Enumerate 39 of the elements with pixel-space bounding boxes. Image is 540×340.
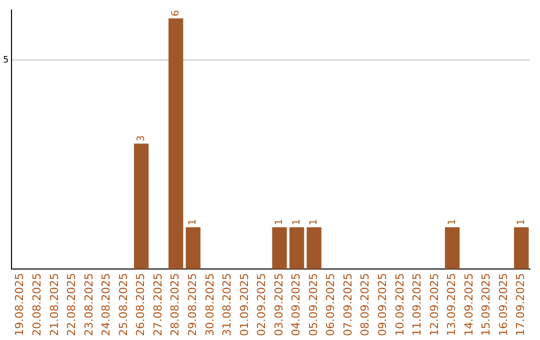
data-label: 1 bbox=[291, 218, 302, 226]
x-tick-label: 16.09.2025 bbox=[496, 273, 510, 336]
x-tick-label: 03.09.2025 bbox=[272, 273, 286, 336]
x-tick-label: 06.09.2025 bbox=[324, 273, 338, 336]
x-tick-label: 30.08.2025 bbox=[203, 273, 216, 336]
x-tick-label: 17.09.2025 bbox=[514, 273, 528, 336]
x-tick-label: 19.08.2025 bbox=[13, 273, 26, 336]
data-label: 1 bbox=[188, 218, 199, 226]
y-tick-label: 5 bbox=[2, 55, 9, 66]
x-tick-label: 09.09.2025 bbox=[376, 273, 390, 336]
x-tick-label: 21.08.2025 bbox=[48, 273, 61, 336]
x-tick-label: 29.08.2025 bbox=[186, 273, 199, 336]
x-tick-label: 24.08.2025 bbox=[100, 273, 113, 336]
x-tick-label: 08.09.2025 bbox=[358, 273, 372, 336]
data-label: 1 bbox=[446, 218, 458, 226]
x-tick-label: 12.09.2025 bbox=[428, 273, 441, 336]
data-label: 1 bbox=[516, 218, 527, 226]
x-tick-label: 22.08.2025 bbox=[65, 273, 78, 336]
x-tick-label: 15.09.2025 bbox=[480, 273, 493, 336]
data-label: 6 bbox=[170, 10, 182, 16]
x-tick-label: 07.09.2025 bbox=[341, 273, 354, 336]
x-tick-label: 01.09.2025 bbox=[238, 273, 251, 336]
data-label: 1 bbox=[274, 218, 286, 226]
x-tick-label: 04.09.2025 bbox=[290, 273, 303, 336]
data-label: 1 bbox=[308, 218, 320, 226]
x-tick-label: 23.08.2025 bbox=[82, 273, 96, 336]
x-tick-label: 20.08.2025 bbox=[30, 273, 44, 336]
x-tick-label: 14.09.2025 bbox=[462, 273, 476, 336]
x-tick-label: 05.09.2025 bbox=[306, 273, 320, 336]
x-tick-label: 27.08.2025 bbox=[151, 273, 164, 336]
x-tick-label: 02.09.2025 bbox=[255, 273, 268, 336]
x-tick-label: 25.08.2025 bbox=[116, 273, 130, 336]
x-tick-label: 28.08.2025 bbox=[168, 273, 182, 336]
x-tick-label: 31.08.2025 bbox=[220, 273, 234, 336]
x-tick-label: 26.08.2025 bbox=[134, 273, 148, 336]
x-tick-label: 11.09.2025 bbox=[410, 273, 424, 336]
data-label: 3 bbox=[136, 135, 147, 142]
x-tick-label: 10.09.2025 bbox=[393, 273, 406, 336]
x-tick-label: 13.09.2025 bbox=[445, 273, 458, 336]
